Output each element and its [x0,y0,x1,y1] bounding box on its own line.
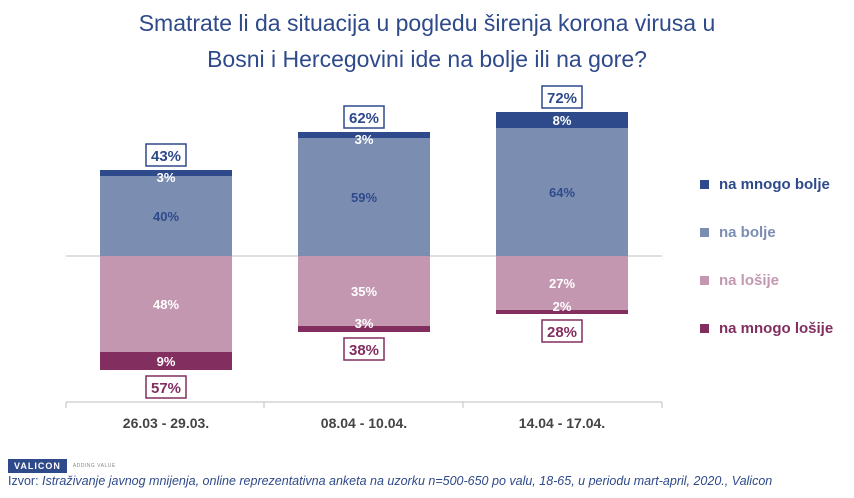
chart-legend: na mnogo bolje na bolje na lošije na mno… [700,174,833,366]
data-label-na-mnogo-losije-3: 2% [553,299,572,314]
data-label-na-mnogo-bolje-3: 8% [553,113,572,128]
bar-na-mnogo-losije-3 [496,310,628,314]
total-negative-box-2 [343,337,385,361]
bar-na-mnogo-losije-1 [100,352,232,370]
data-label-na-losije-1: 48% [153,297,179,312]
total-positive-label-1: 43% [151,148,181,165]
valicon-brand: VALICON ADDING VALUE [8,459,116,473]
data-label-na-bolje-1: 40% [153,209,179,224]
data-label-na-bolje-3: 64% [549,185,575,200]
brand-tagline: ADDING VALUE [72,463,116,469]
total-positive-box-2 [343,105,385,129]
legend-item-na-mnogo-bolje: na mnogo bolje [700,174,833,194]
legend-label-na-mnogo-bolje: na mnogo bolje [719,175,830,193]
source-prefix: Izvor: [8,474,43,488]
x-category-label-2: 08.04 - 10.04. [321,415,407,431]
total-negative-label-1: 57% [151,380,181,397]
bar-na-mnogo-bolje-2 [298,132,430,138]
legend-swatch-na-mnogo-bolje [700,179,709,189]
legend-swatch-na-bolje [700,227,709,237]
data-label-na-mnogo-bolje-1: 3% [157,170,176,185]
data-label-na-mnogo-losije-1: 9% [157,354,176,369]
data-label-na-mnogo-bolje-2: 3% [355,132,374,147]
legend-label-na-bolje: na bolje [719,223,776,241]
bar-na-bolje-2 [298,138,430,256]
total-positive-label-2: 62% [349,110,379,127]
legend-swatch-na-losije [700,275,709,285]
data-label-na-losije-2: 35% [351,284,377,299]
bar-na-losije-1 [100,256,232,352]
data-label-na-bolje-2: 59% [351,190,377,205]
total-negative-label-3: 28% [547,324,577,341]
total-negative-box-1 [145,375,187,399]
total-positive-box-1 [145,143,187,167]
legend-label-na-losije: na lošije [719,271,780,289]
valicon-logo: VALICON [8,459,67,473]
source-note: Izvor: Istraživanje javnog mnijenja, onl… [8,474,772,488]
legend-swatch-na-mnogo-losije [700,323,709,333]
total-negative-label-2: 38% [349,342,379,359]
chart-title-line-1: Smatrate li da situacija u pogledu širen… [138,10,716,36]
legend-item-na-losije: na lošije [700,270,833,290]
chart-title-line-2: Bosni i Hercegovini ide na bolje ili na … [207,46,647,72]
total-positive-box-3 [541,85,583,109]
total-negative-box-3 [541,319,583,343]
x-category-label-1: 26.03 - 29.03. [123,415,209,431]
bar-na-mnogo-bolje-3 [496,112,628,128]
legend-item-na-mnogo-losije: na mnogo lošije [700,318,833,338]
x-category-label-3: 14.04 - 17.04. [519,415,605,431]
data-label-na-mnogo-losije-2: 3% [355,316,374,331]
bar-na-bolje-1 [100,176,232,256]
legend-label-na-mnogo-losije: na mnogo lošije [719,319,834,337]
bar-na-losije-2 [298,256,430,326]
bar-na-losije-3 [496,256,628,310]
data-label-na-losije-3: 27% [549,276,575,291]
bar-na-mnogo-bolje-1 [100,170,232,176]
legend-item-na-bolje: na bolje [700,222,833,242]
bar-na-mnogo-losije-2 [298,326,430,332]
diverging-bar-chart: 40% 3% 48% 9% 43% 57% 26.03 - 29.03. 59% 3% 35% 3%… [65,85,663,431]
total-positive-label-3: 72% [547,90,577,107]
source-text: Istraživanje javnog mnijenja, online rep… [42,474,773,488]
bar-na-bolje-3 [496,128,628,256]
